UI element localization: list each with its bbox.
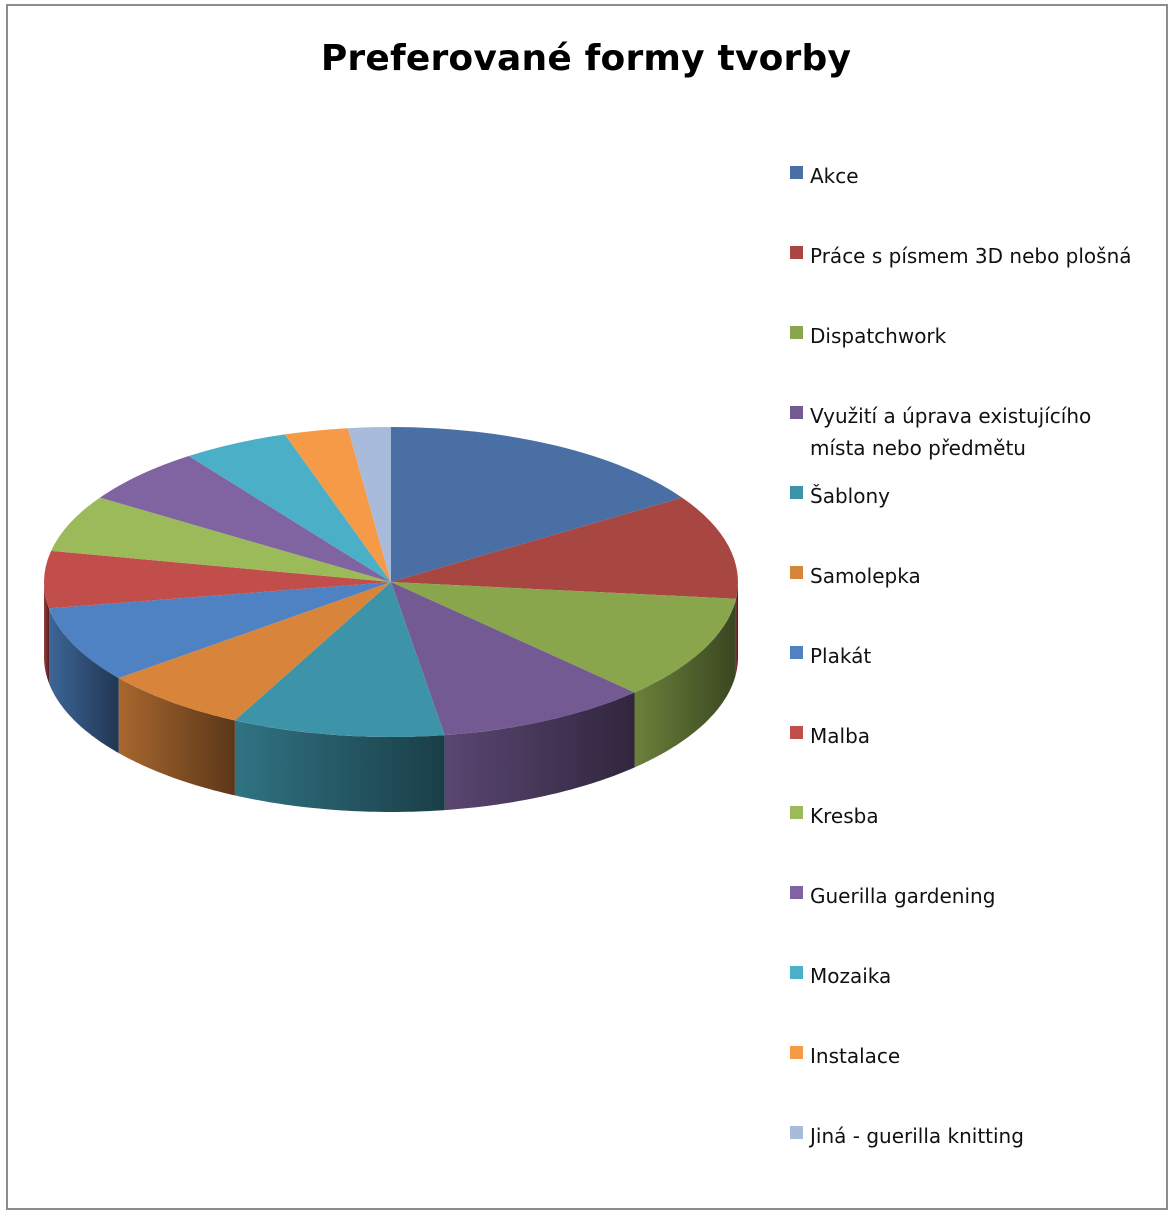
legend-item: Kresba — [790, 800, 1150, 832]
pie-slice-7 — [44, 550, 392, 609]
legend-item: Malba — [790, 720, 1150, 752]
legend-item: Akce — [790, 160, 1150, 192]
legend-swatch — [790, 166, 803, 179]
legend-swatch — [790, 326, 803, 339]
legend-label: Akce — [810, 164, 859, 188]
legend-item: Práce s písmem 3D nebo plošná — [790, 240, 1150, 272]
legend-item: Jiná - guerilla knitting — [790, 1120, 1150, 1152]
pie-side-5 — [118, 678, 235, 796]
legend-item: Dispatchwork — [790, 320, 1150, 352]
pie-slice-3 — [391, 582, 635, 736]
pie-slice-0 — [391, 427, 683, 582]
legend-item: Využití a úprava existujícího místa nebo… — [790, 400, 1150, 464]
chart-title: Preferované formy tvorby — [320, 38, 852, 79]
legend-swatch — [790, 1126, 803, 1139]
legend-label: Kresba — [810, 804, 879, 828]
legend-label: Práce s písmem 3D nebo plošná — [810, 244, 1132, 268]
legend-swatch — [790, 966, 803, 979]
legend-item: Plakát — [790, 640, 1150, 672]
pie-slice-5 — [118, 582, 391, 721]
pie-top — [44, 427, 738, 737]
pie-side-3 — [444, 692, 635, 811]
legend-swatch — [790, 566, 803, 579]
legend-item: Mozaika — [790, 960, 1150, 992]
pie-slice-8 — [51, 497, 391, 582]
legend-label: Instalace — [810, 1044, 901, 1068]
pie-slice-11 — [284, 428, 391, 582]
legend-label: Plakát — [810, 644, 872, 668]
pie-slice-10 — [188, 434, 391, 582]
legend-swatch — [790, 406, 803, 419]
legend-swatch — [790, 646, 803, 659]
legend-label: Samolepka — [810, 564, 921, 588]
pie-side-walls — [44, 582, 738, 812]
pie-side-7 — [44, 582, 50, 684]
pie-slice-9 — [99, 456, 392, 582]
legend-label: Guerilla gardening — [810, 884, 996, 908]
legend-swatch — [790, 726, 803, 739]
pie-side-4 — [234, 720, 445, 812]
pie-side-1 — [735, 582, 738, 674]
legend-item: Samolepka — [790, 560, 1150, 592]
legend-label: Využití a úprava existujícího místa nebo… — [810, 404, 1092, 460]
legend-swatch — [790, 1046, 803, 1059]
legend-label: Jiná - guerilla knitting — [810, 1124, 1024, 1148]
legend-label: Šablony — [810, 484, 890, 508]
legend-swatch — [790, 246, 803, 259]
legend-label: Mozaika — [810, 964, 892, 988]
legend-item: Guerilla gardening — [790, 880, 1150, 912]
legend-swatch — [790, 486, 803, 499]
pie-side-6 — [49, 608, 119, 754]
pie-slice-1 — [391, 497, 738, 599]
pie-slice-2 — [391, 582, 736, 693]
legend-label: Malba — [810, 724, 871, 748]
pie-slice-4 — [234, 582, 445, 737]
legend-label: Dispatchwork — [810, 324, 947, 348]
pie-side-2 — [634, 598, 736, 768]
legend-swatch — [790, 886, 803, 899]
pie-slice-12 — [347, 427, 391, 582]
pie-slice-6 — [49, 582, 391, 679]
legend-swatch — [790, 806, 803, 819]
legend-item: Šablony — [790, 480, 1150, 512]
legend-item: Instalace — [790, 1040, 1150, 1072]
